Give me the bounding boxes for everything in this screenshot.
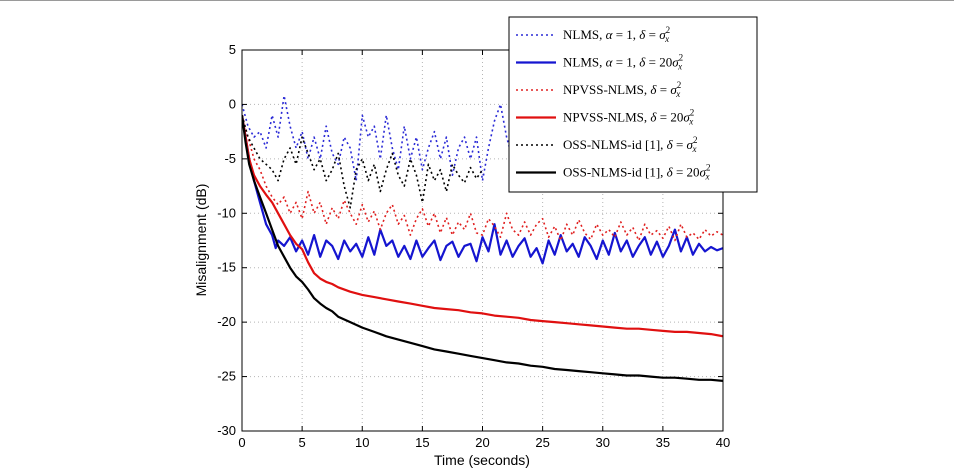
legend-part-eq: = <box>673 137 687 152</box>
y-tick-label: 5 <box>229 42 236 57</box>
legend-part-eq: = <box>656 82 670 97</box>
legend-part-eq: = <box>656 110 670 125</box>
legend-part-sub: x <box>664 34 669 44</box>
legend-part-coef: 20 <box>659 55 672 70</box>
legend-part-sym2: δ <box>650 82 657 97</box>
legend-part-sub: x <box>691 144 696 154</box>
legend-part-sym3: σ <box>687 137 694 152</box>
x-tick-label: 30 <box>596 435 610 450</box>
legend-part-coef: 20 <box>687 165 700 180</box>
legend-part-coef: 20 <box>670 110 683 125</box>
x-tick-label: 10 <box>355 435 369 450</box>
series-line-5 <box>242 115 484 209</box>
legend-part-sym2: δ <box>667 137 674 152</box>
y-tick-label: -5 <box>224 151 236 166</box>
legend-part-sub: x <box>675 89 680 99</box>
y-tick-label: -10 <box>217 205 236 220</box>
legend-part-sup: 2 <box>666 25 671 35</box>
legend-part-sym2: δ <box>650 110 657 125</box>
y-tick-label: -25 <box>217 369 236 384</box>
top-border-line <box>0 0 954 1</box>
legend-part-base: NLMS, <box>563 27 606 42</box>
legend-part-sub: x <box>688 117 693 127</box>
legend-part-sub: x <box>677 62 682 72</box>
legend-part-eq: = <box>673 165 687 180</box>
legend-entry-5: OSS-NLMS-id [1], δ = σ2 x <box>563 135 697 154</box>
legend-part-base: OSS-NLMS-id [1], <box>563 137 667 152</box>
x-tick-label: 20 <box>475 435 489 450</box>
legend-part-base: NPVSS-NLMS, <box>563 110 650 125</box>
legend-part-sym1: α <box>606 55 614 70</box>
legend-part-sym3: σ <box>670 82 677 97</box>
legend-part-sym3: σ <box>683 110 690 125</box>
legend-part-sub: x <box>704 172 709 182</box>
x-tick-label: 35 <box>656 435 670 450</box>
series-line-6 <box>242 115 723 382</box>
y-tick-label: -30 <box>217 423 236 438</box>
series-line-4 <box>242 115 723 338</box>
legend-part-sup: 2 <box>693 135 698 145</box>
legend-entry-3: NPVSS-NLMS, δ = σ2 x <box>563 80 681 99</box>
legend-entry-1: NLMS, α = 1, δ = σ2 x <box>563 25 670 44</box>
legend-part-base: NPVSS-NLMS, <box>563 82 650 97</box>
legend-part-mid: = 1, <box>612 55 639 70</box>
legend-part-eq: = <box>645 55 659 70</box>
series-line-3 <box>242 115 723 242</box>
legend-entry-4: NPVSS-NLMS, δ = 20σ2 x <box>563 108 694 127</box>
legend-part-mid: = 1, <box>612 27 639 42</box>
legend-part-sym1: α <box>606 27 614 42</box>
legend-part-sym3: σ <box>700 165 707 180</box>
legend-part-eq: = <box>645 27 659 42</box>
legend-part-sup: 2 <box>690 108 695 118</box>
legend-part-sup: 2 <box>677 80 682 90</box>
legend-part-sup: 2 <box>679 53 684 63</box>
legend-box <box>508 16 758 193</box>
legend-part-sym2: δ <box>639 55 646 70</box>
x-tick-label: 15 <box>415 435 429 450</box>
axis-ticks: 0 5 10 15 20 25 30 35 40 5 0 -5 -10 -15 -20 -25 -30 <box>217 42 730 450</box>
legend-part-base: OSS-NLMS-id [1], <box>563 165 667 180</box>
legend-part-sym2: δ <box>639 27 646 42</box>
y-tick-label: -20 <box>217 314 236 329</box>
legend-part-sym3: σ <box>659 27 666 42</box>
x-tick-label: 25 <box>535 435 549 450</box>
legend-entry-2: NLMS, α = 1, δ = 20σ2 x <box>563 53 683 72</box>
legend-entry-6: OSS-NLMS-id [1], δ = 20σ2 x <box>563 163 710 182</box>
legend-part-sym3: σ <box>672 55 679 70</box>
y-tick-label: -15 <box>217 260 236 275</box>
y-axis-label: Misalignment (dB) <box>193 184 209 297</box>
legend-part-sup: 2 <box>706 163 711 173</box>
x-axis-label: Time (seconds) <box>434 452 530 468</box>
x-tick-label: 0 <box>238 435 245 450</box>
legend-part-sym2: δ <box>667 165 674 180</box>
x-tick-label: 40 <box>716 435 730 450</box>
x-tick-label: 5 <box>299 435 306 450</box>
legend-part-base: NLMS, <box>563 55 606 70</box>
series-layer <box>242 94 723 382</box>
y-tick-label: 0 <box>229 96 236 111</box>
series-line-2 <box>242 115 723 265</box>
